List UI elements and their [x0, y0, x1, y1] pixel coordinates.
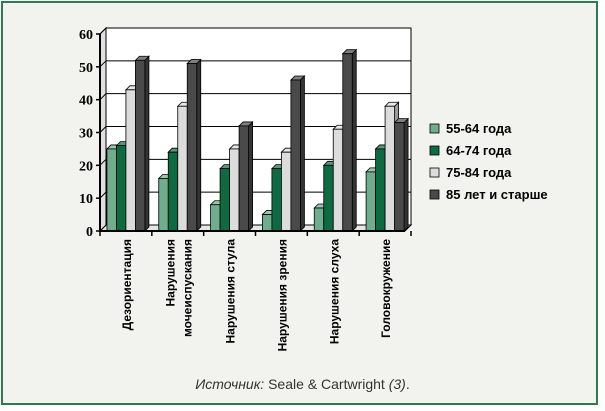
- gridline: [99, 158, 411, 166]
- bar: [219, 168, 230, 232]
- bar: [365, 171, 376, 232]
- bar: [135, 59, 146, 232]
- bar: [167, 151, 179, 232]
- bar: [342, 53, 353, 232]
- bar: [262, 214, 273, 232]
- bar: [158, 178, 169, 232]
- y-tick-label: 0: [86, 225, 93, 240]
- bar: [271, 168, 282, 232]
- bar-side: [196, 58, 202, 232]
- gridline: [99, 126, 411, 133]
- y-tick-label: 40: [79, 94, 93, 109]
- bar-side: [144, 55, 150, 232]
- bar: [323, 164, 334, 232]
- y-tick-label: 50: [79, 61, 93, 76]
- legend-label: 55-64 года: [446, 121, 512, 136]
- category-label: Головокружение: [379, 239, 393, 338]
- legend-swatch: [429, 145, 440, 156]
- bar-side: [351, 48, 357, 232]
- gridline: [99, 60, 411, 68]
- bar: [238, 125, 249, 232]
- bar: [394, 122, 405, 232]
- y-tick-label: 60: [79, 28, 93, 43]
- gridline: [99, 191, 411, 199]
- bar: [229, 148, 240, 232]
- category-label: Дезориентация: [120, 239, 134, 330]
- legend-swatch: [429, 167, 440, 178]
- bar: [313, 207, 325, 232]
- bar: [281, 151, 292, 232]
- y-tick-label: 20: [79, 159, 93, 174]
- caption-end: .: [405, 376, 410, 392]
- source-authors: Seale & Cartwright: [264, 376, 389, 392]
- legend-label: 85 лет и старше: [446, 187, 548, 202]
- bar: [177, 105, 188, 232]
- bar-side: [248, 120, 253, 232]
- category-label: Нарушения: [163, 239, 177, 307]
- bar: [210, 204, 221, 232]
- legend-swatch: [429, 123, 440, 134]
- category-label: Нарушения зрения: [275, 239, 289, 351]
- source-label: Источник:: [195, 376, 265, 392]
- legend-label: 75-84 года: [446, 165, 512, 180]
- bar-side: [403, 117, 409, 232]
- gridline: [99, 93, 411, 101]
- legend-swatch: [429, 189, 440, 200]
- legend-label: 64-74 года: [446, 143, 512, 158]
- gridline: [99, 27, 411, 35]
- bar: [116, 145, 127, 232]
- source-caption: Источник: Seale & Cartwright (3).: [0, 376, 605, 392]
- bar: [125, 89, 136, 232]
- bar-side: [300, 75, 305, 232]
- category-label: мочеиспускания: [180, 239, 194, 337]
- bar: [106, 148, 117, 232]
- category-label: Нарушения стула: [224, 239, 238, 344]
- bar: [375, 148, 386, 232]
- bar: [332, 128, 344, 232]
- category-label: Нарушения слуха: [327, 239, 341, 344]
- y-tick-label: 30: [79, 127, 93, 142]
- y-tick-label: 10: [79, 192, 93, 207]
- bar: [384, 105, 395, 232]
- bar: [186, 63, 198, 232]
- source-reference: (3): [388, 376, 406, 392]
- bar: [290, 79, 301, 232]
